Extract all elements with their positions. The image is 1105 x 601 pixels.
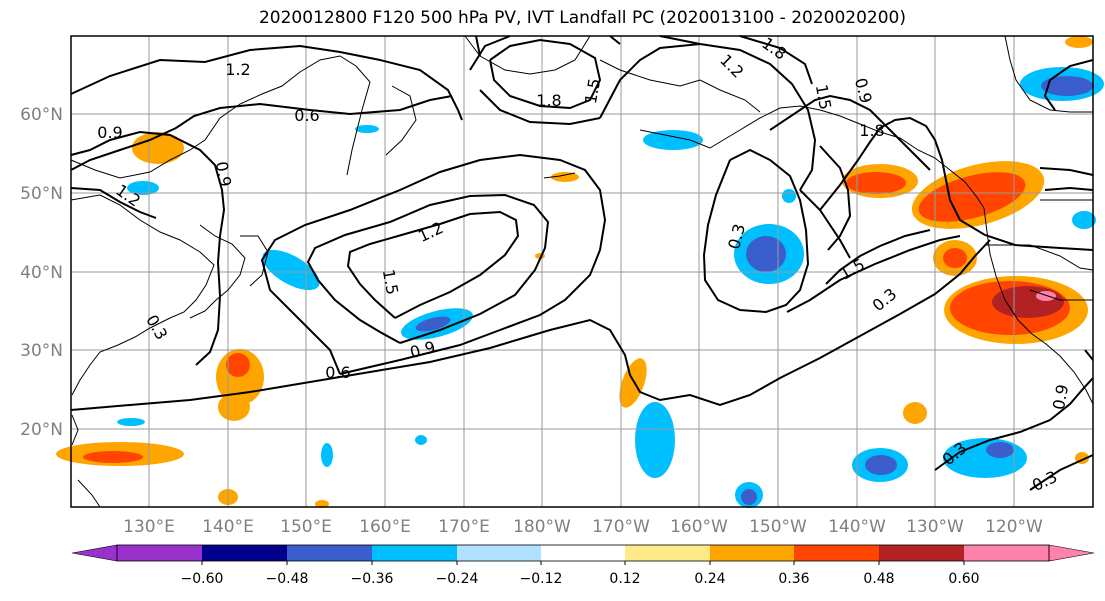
lon-label: 160°W — [670, 517, 728, 537]
lon-label: 140°E — [202, 517, 254, 537]
colorbar-segment — [117, 545, 202, 561]
colorbar-segment — [794, 545, 879, 561]
colorbar-under-triangle — [71, 544, 118, 562]
contour-label: 0.3 — [1029, 467, 1060, 495]
contour-label: 1.5 — [379, 268, 402, 296]
lon-label: 170°E — [438, 517, 490, 537]
colorbar-segment — [287, 545, 372, 561]
contour-label: 1.5 — [581, 77, 604, 105]
colorbar-tick-label: 0.24 — [694, 571, 725, 587]
lon-label: 160°E — [359, 517, 411, 537]
lon-label: 140°W — [828, 517, 886, 537]
lat-label-50n: 50°N — [20, 184, 63, 204]
lat-label-40n: 40°N — [20, 263, 63, 283]
colorbar-segment — [457, 545, 541, 561]
map-title: 2020012800 F120 500 hPa PV, IVT Landfall… — [258, 8, 906, 28]
colorbar-over-triangle — [1048, 544, 1095, 562]
colorbar-segment — [879, 545, 964, 561]
lon-label: 130°W — [906, 517, 964, 537]
lon-label: 150°E — [280, 517, 332, 537]
pv-contours — [70, 35, 1094, 491]
colorbar-segment — [202, 545, 287, 561]
contour-label: 0.9 — [1049, 383, 1072, 411]
contour-label: 1.2 — [716, 50, 747, 81]
lon-label: 130°E — [123, 517, 175, 537]
lat-label-60n: 60°N — [20, 105, 63, 125]
colorbar-tick-label: 0.12 — [609, 571, 640, 587]
contour-label: 0.3 — [869, 284, 901, 315]
contour-label: 0.6 — [325, 363, 350, 382]
lat-label-20n: 20°N — [20, 420, 63, 440]
map-frame — [70, 35, 1094, 508]
latitude-labels: 60°N 50°N 40°N 30°N 20°N — [20, 105, 63, 440]
colorbar-tick-label: −0.24 — [436, 571, 479, 587]
colorbar-tick-label: 0.36 — [778, 571, 809, 587]
longitude-labels: 130°E 140°E 150°E 160°E 170°E 180°W 170°… — [123, 517, 1043, 537]
colorbar-tick-label: −0.60 — [181, 571, 224, 587]
colorbar-outline — [116, 544, 1050, 562]
lon-label: 150°W — [749, 517, 807, 537]
contour-label: 1.2 — [225, 60, 250, 79]
colorbar-segment — [625, 545, 710, 561]
contour-label: 0.9 — [97, 123, 122, 142]
contour-label: 1.8 — [758, 33, 790, 63]
colorbar-tick-label: 0.60 — [948, 571, 979, 587]
colorbar-segment — [964, 545, 1049, 561]
lon-label: 180°W — [513, 517, 571, 537]
contour-labels: 1.2 0.9 0.6 0.9 1.2 1.8 1.5 1.2 1.8 1.5 … — [97, 33, 1072, 495]
contour-label: 0.6 — [294, 106, 319, 125]
lat-label-30n: 30°N — [20, 341, 63, 361]
ivt-shading — [56, 36, 1104, 508]
contour-label: 1.5 — [812, 83, 835, 111]
colorbar-ticks — [201, 561, 965, 565]
contour-label: 1.2 — [415, 218, 446, 246]
colorbar-segment — [541, 545, 625, 561]
contour-label: 0.9 — [408, 337, 438, 362]
contour-label: 0.9 — [212, 160, 235, 188]
colorbar-tick-label: −0.36 — [351, 571, 394, 587]
colorbar-tick-label: 0.48 — [863, 571, 894, 587]
lon-label: 120°W — [985, 517, 1043, 537]
contour-label: 0.3 — [142, 311, 171, 343]
contour-label: 0.9 — [851, 76, 876, 106]
colorbar-tick-label: −0.48 — [266, 571, 309, 587]
lon-label: 170°W — [592, 517, 650, 537]
colorbar-segment — [710, 545, 794, 561]
colorbar-tick-label: −0.12 — [520, 571, 563, 587]
contour-label: 1.8 — [859, 121, 884, 140]
colorbar-segment — [372, 545, 457, 561]
colorbar: −0.60 −0.48 −0.36 −0.24 −0.12 0.12 0.24 … — [71, 544, 1095, 587]
contour-label: 1.8 — [536, 91, 561, 110]
